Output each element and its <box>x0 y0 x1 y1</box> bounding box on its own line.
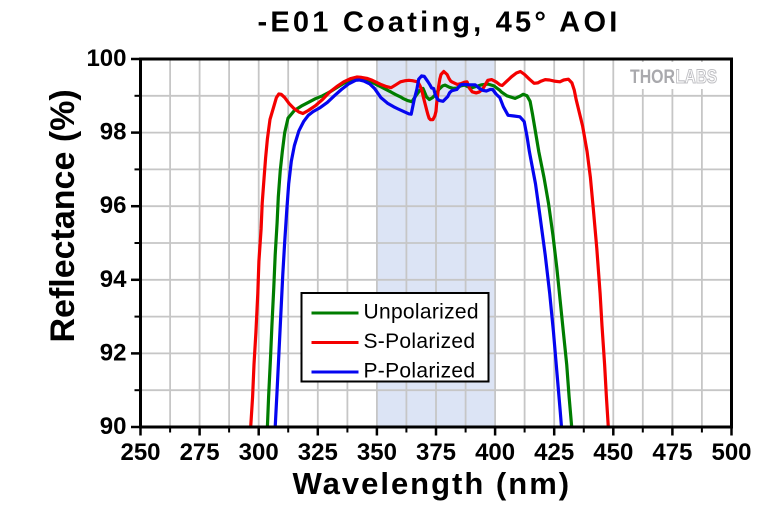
svg-text:375: 375 <box>416 439 456 466</box>
svg-text:-E01 Coating, 45° AOI: -E01 Coating, 45° AOI <box>258 7 621 39</box>
svg-text:100: 100 <box>86 45 126 72</box>
svg-text:450: 450 <box>593 439 633 466</box>
svg-text:Reflectance (%): Reflectance (%) <box>44 89 82 342</box>
svg-text:475: 475 <box>652 439 692 466</box>
svg-text:250: 250 <box>120 439 160 466</box>
svg-text:98: 98 <box>100 119 127 146</box>
svg-text:Wavelength (nm): Wavelength (nm) <box>293 466 572 501</box>
svg-text:90: 90 <box>100 413 127 440</box>
svg-text:S-Polarized: S-Polarized <box>364 330 476 353</box>
svg-text:275: 275 <box>180 439 220 466</box>
svg-text:500: 500 <box>711 439 751 466</box>
svg-text:350: 350 <box>357 439 397 466</box>
svg-text:400: 400 <box>475 439 515 466</box>
svg-text:Unpolarized: Unpolarized <box>364 301 479 324</box>
svg-text:92: 92 <box>100 339 127 366</box>
svg-text:425: 425 <box>534 439 574 466</box>
svg-text:94: 94 <box>100 266 127 293</box>
svg-text:96: 96 <box>100 192 127 219</box>
svg-text:300: 300 <box>239 439 279 466</box>
svg-text:LABS: LABS <box>676 66 718 88</box>
svg-text:P-Polarized: P-Polarized <box>364 360 476 383</box>
svg-text:325: 325 <box>298 439 338 466</box>
svg-text:THOR: THOR <box>630 66 675 88</box>
